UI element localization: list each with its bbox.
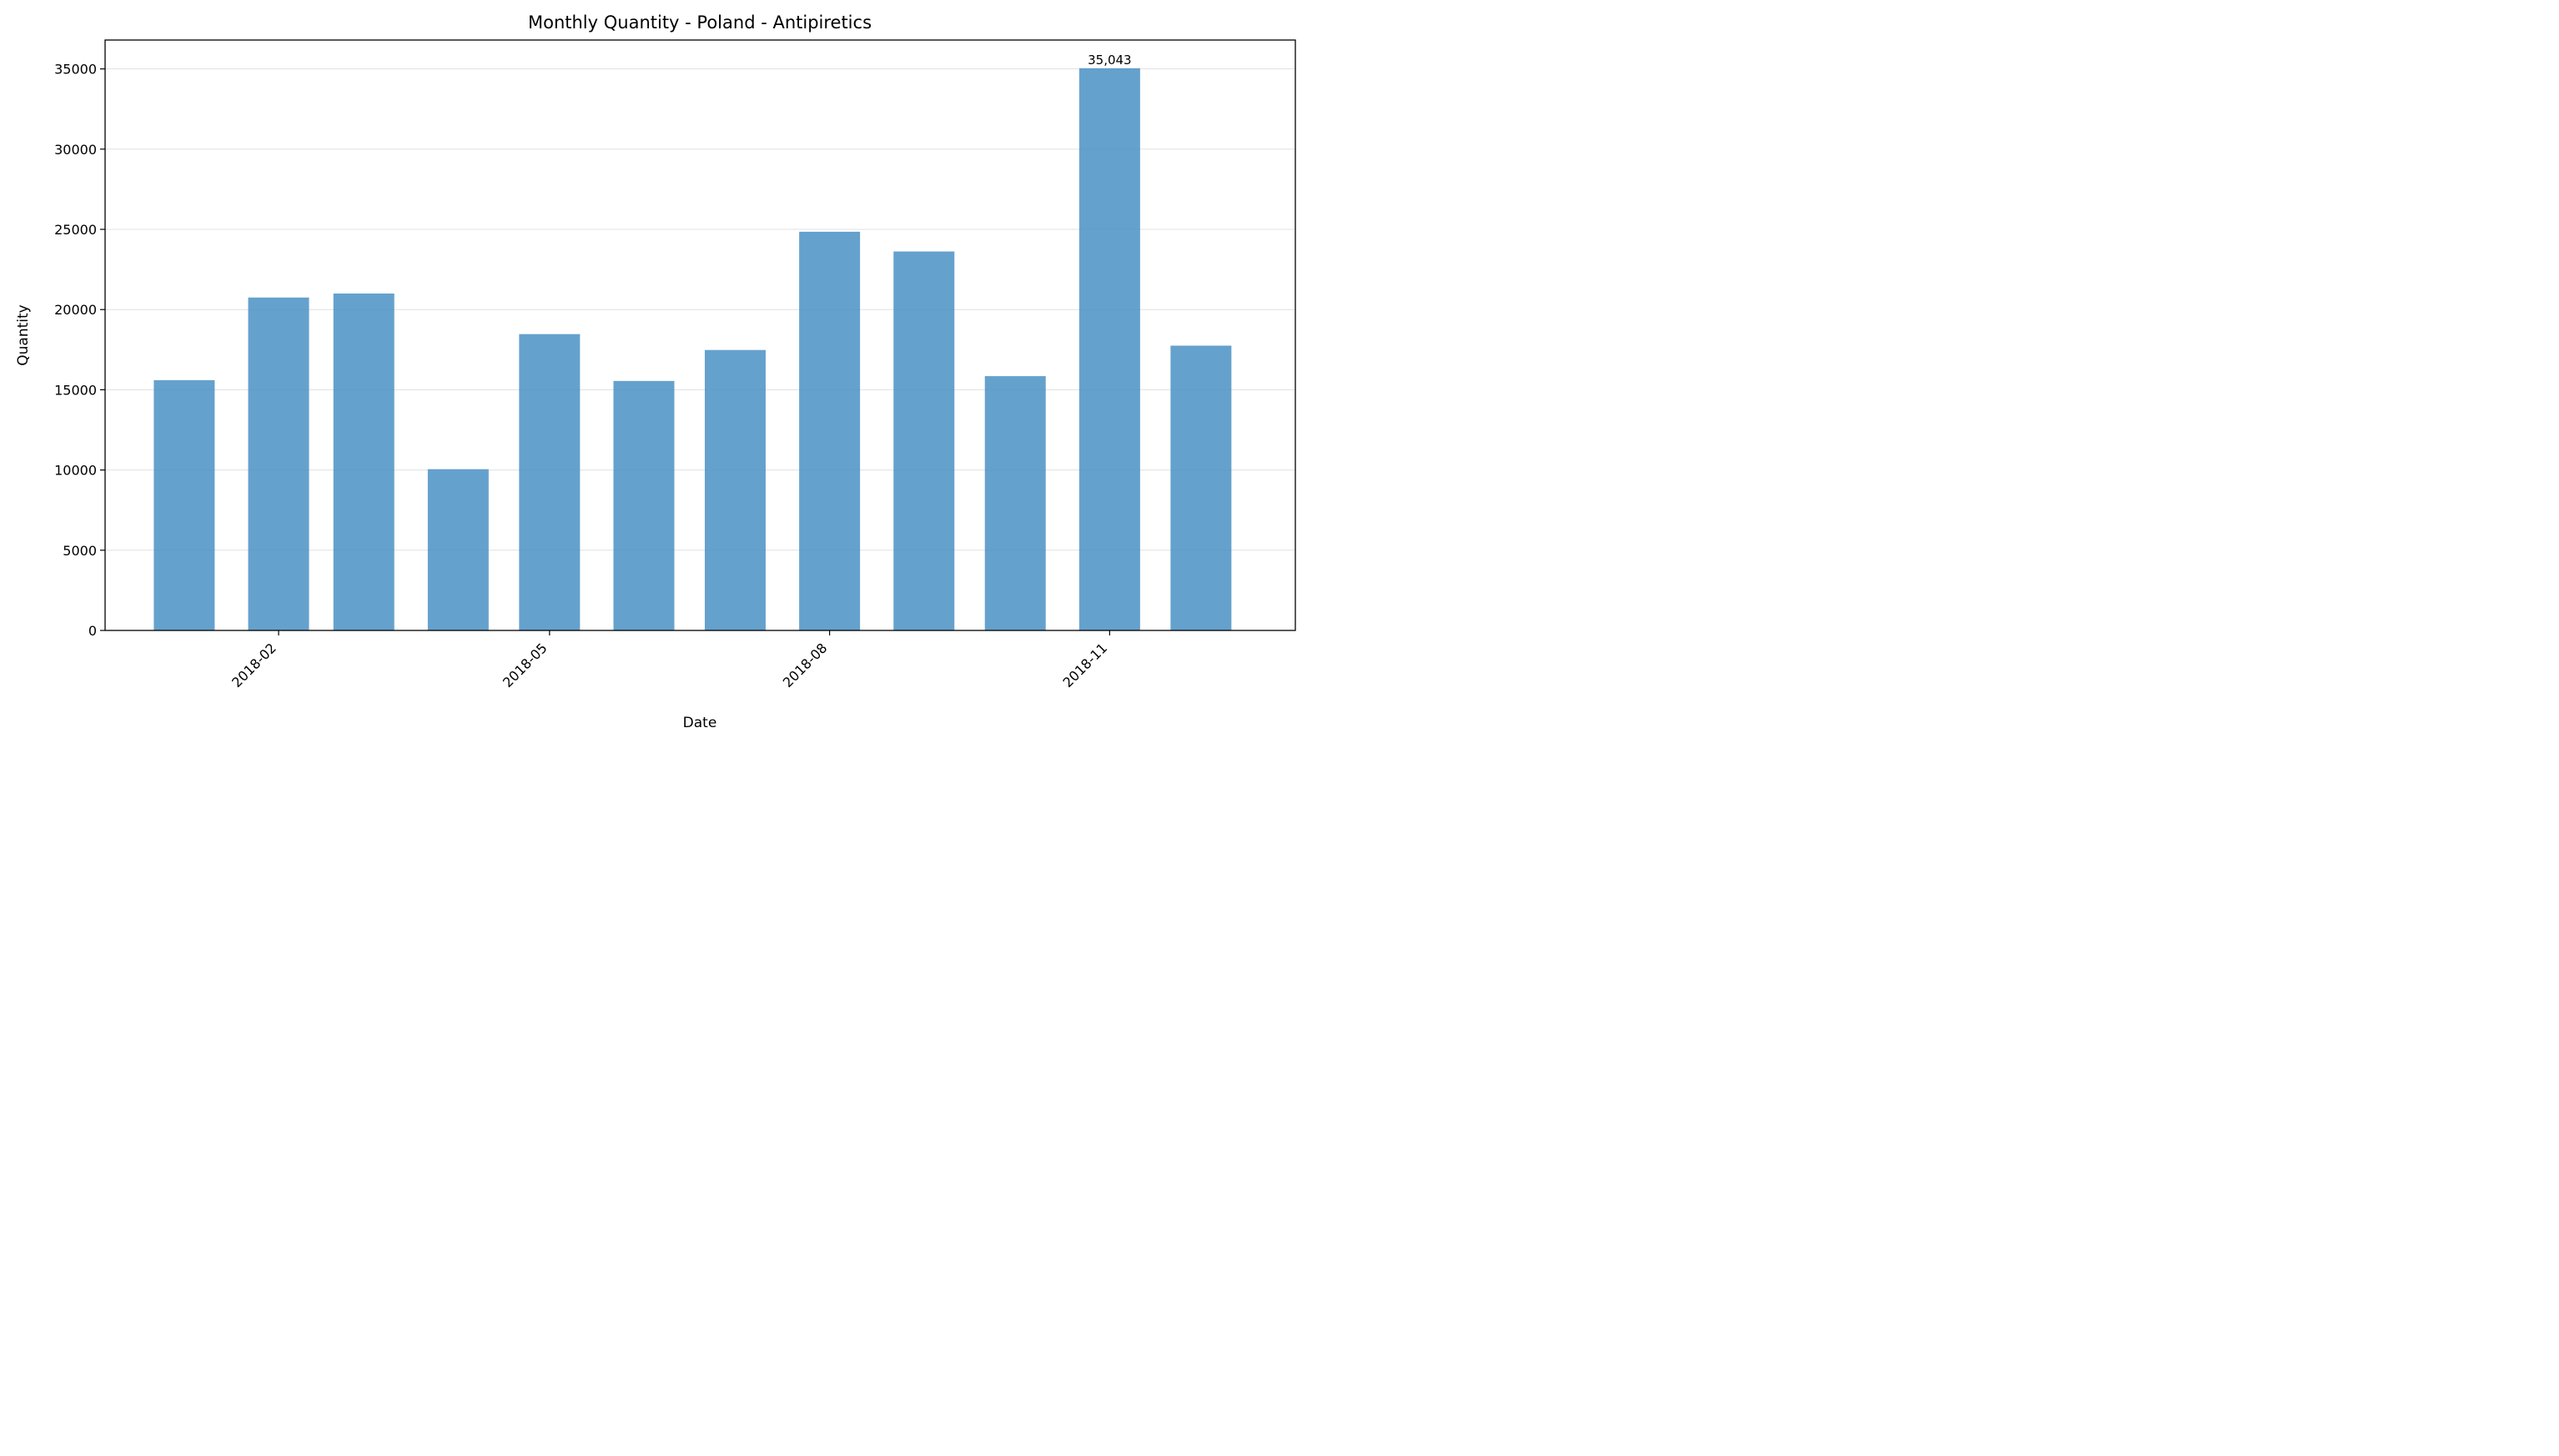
bar	[427, 469, 489, 630]
bar	[333, 293, 395, 630]
bar	[1170, 345, 1232, 630]
y-tick-label: 35000	[54, 62, 97, 78]
data-label: 35,043	[1088, 53, 1132, 68]
chart: 0 5000 10000 15000 20000 25000 30000 35000 2018…	[0, 0, 1308, 744]
bar	[613, 380, 675, 630]
y-tick-label: 15000	[54, 382, 97, 398]
bar	[893, 251, 955, 630]
y-tick-label: 20000	[54, 302, 97, 318]
data-labels: 35,043	[1088, 53, 1132, 68]
bar	[799, 231, 861, 630]
y-tick-label: 25000	[54, 222, 97, 238]
x-axis-label: Date	[683, 715, 717, 731]
y-tick-label: 30000	[54, 142, 97, 158]
bar	[248, 297, 309, 630]
bar	[519, 334, 581, 630]
plot-frame	[104, 39, 1296, 631]
y-axis-label: Quantity	[15, 304, 32, 365]
bar	[984, 376, 1046, 630]
bars	[153, 68, 1232, 630]
y-axis: 0 5000 10000 15000 20000 25000 30000 35000	[54, 62, 105, 639]
y-tick-label: 10000	[54, 463, 97, 479]
y-tick-label: 5000	[63, 543, 97, 559]
chart-title: Monthly Quantity - Poland - Antipiretics	[528, 13, 872, 33]
y-tick-label: 0	[88, 623, 97, 639]
bar	[153, 379, 215, 630]
bar	[704, 349, 766, 630]
bar	[1078, 68, 1140, 630]
